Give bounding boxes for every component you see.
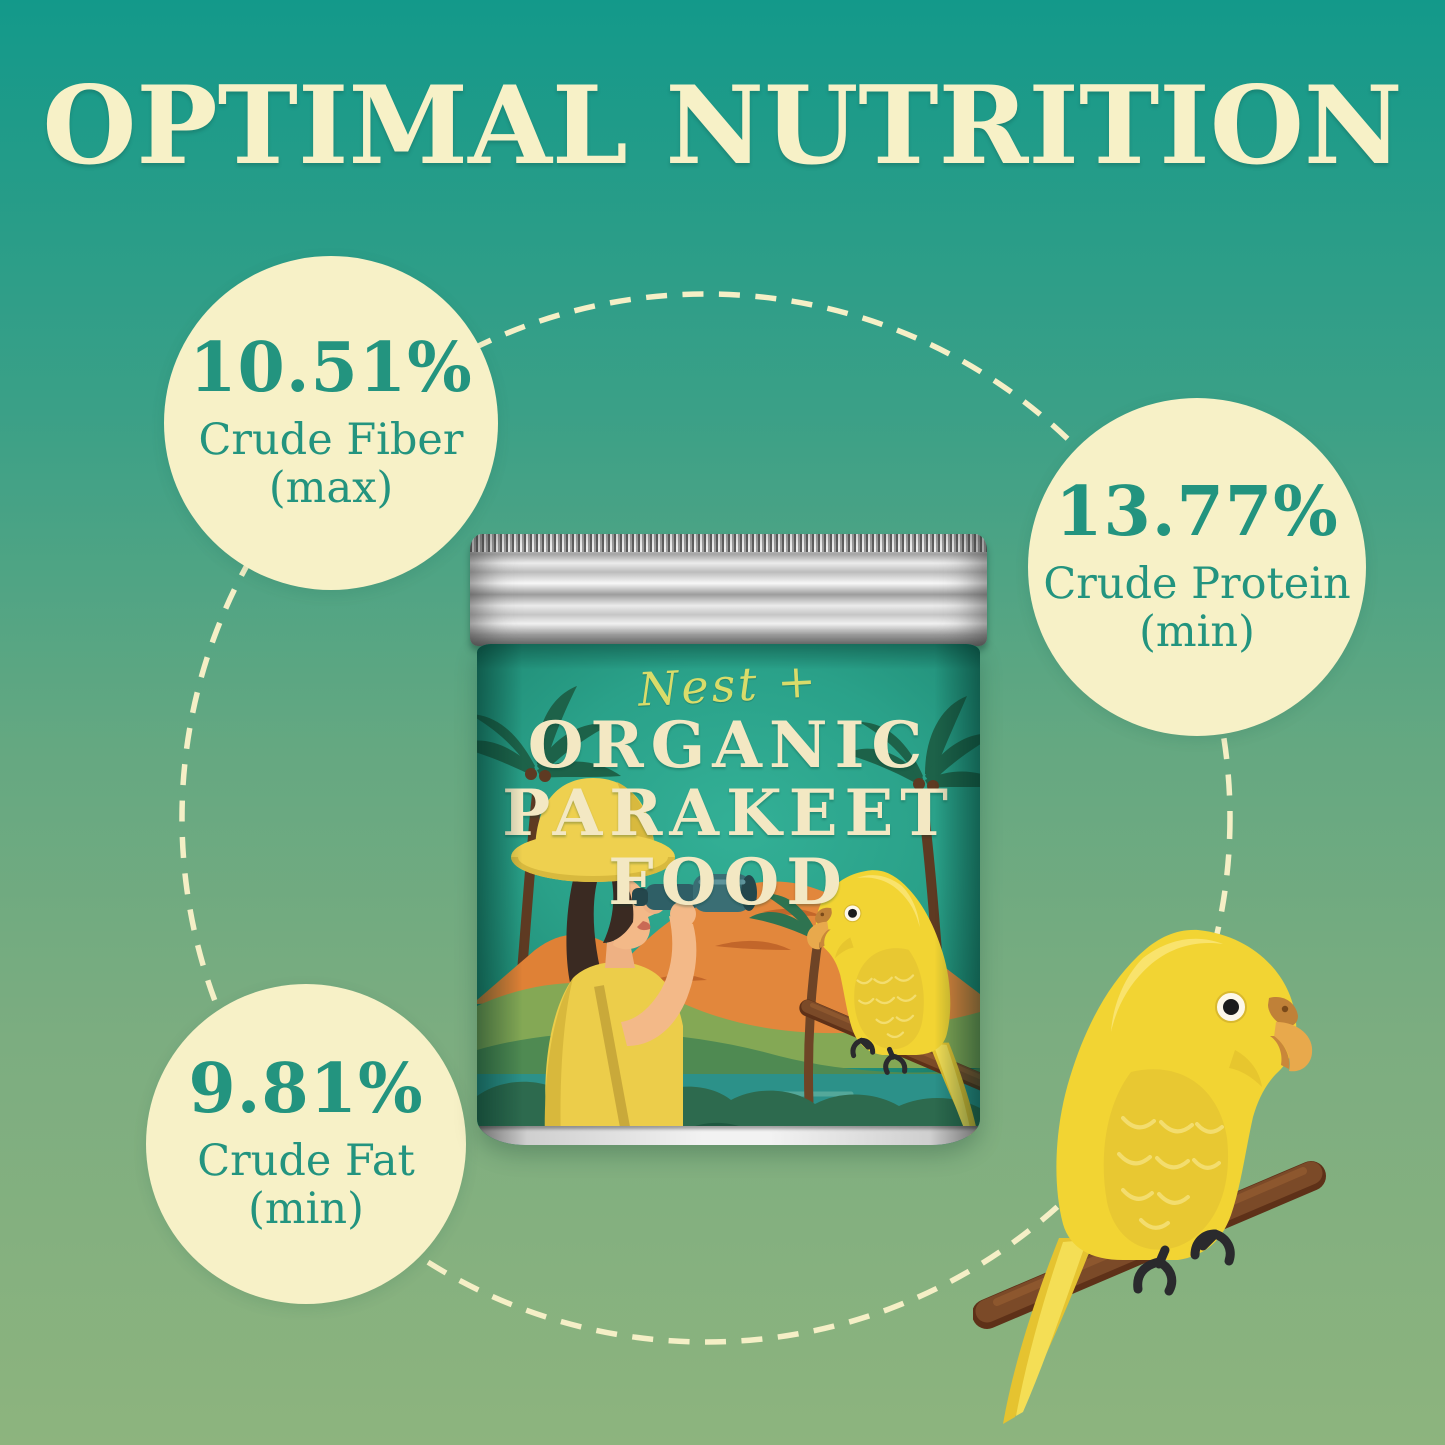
stat-qualifier: (max) (268, 463, 394, 513)
stat-label: Crude Fiber (198, 414, 464, 465)
stat-qualifier: (min) (248, 1184, 364, 1234)
explorer-illustration (511, 778, 757, 1145)
product-name-line-3: FOOD (608, 844, 849, 920)
brand-logo: Nest + (636, 653, 821, 717)
stat-circle-crude-fiber: 10.51% Crude Fiber (max) (164, 256, 498, 590)
stat-label: Crude Fat (197, 1135, 415, 1186)
product-name-line-1: ORGANIC (527, 708, 930, 783)
can-bottom-rim (477, 1126, 980, 1145)
stat-value: 13.77% (1055, 471, 1339, 552)
parakeet-illustration (973, 910, 1335, 1434)
can-label: Nest + ORGANIC PARAKEET FOOD (477, 644, 980, 1145)
stat-qualifier: (min) (1139, 607, 1255, 657)
product-can: Nest + ORGANIC PARAKEET FOOD (470, 534, 987, 1145)
stat-circle-crude-protein: 13.77% Crude Protein (min) (1028, 398, 1366, 736)
stat-circle-crude-fat: 9.81% Crude Fat (min) (146, 984, 466, 1304)
stat-label: Crude Protein (1043, 558, 1351, 609)
label-text: Nest + ORGANIC PARAKEET FOOD (477, 653, 980, 920)
stat-value: 10.51% (189, 327, 473, 408)
stat-value: 9.81% (188, 1048, 424, 1129)
can-lid (470, 534, 987, 646)
headline: OPTIMAL NUTRITION (42, 63, 1403, 189)
product-name-line-2: PARAKEET (502, 776, 955, 852)
